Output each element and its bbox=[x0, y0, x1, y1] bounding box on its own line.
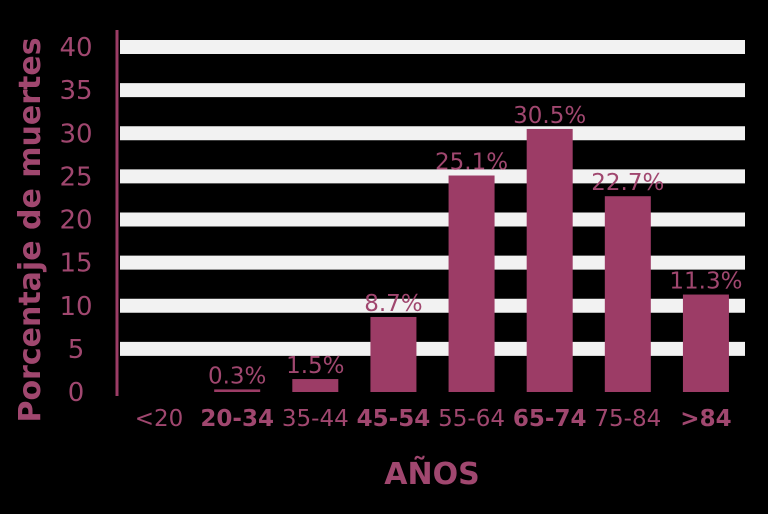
x-tick-label-1: 20-34 bbox=[200, 406, 274, 432]
grid-line-25 bbox=[120, 169, 745, 184]
grid-lines bbox=[120, 40, 745, 356]
data-label-6: 22.7% bbox=[591, 170, 664, 196]
y-tick-label: 0 bbox=[68, 378, 85, 408]
x-axis-title: AÑOS bbox=[384, 455, 479, 492]
y-axis-ticks: 0 5 10 15 20 25 30 35 40 bbox=[59, 33, 92, 408]
grid-line-5 bbox=[120, 341, 745, 356]
y-tick-label: 20 bbox=[59, 206, 92, 236]
bar-4 bbox=[448, 175, 495, 392]
grid-line-20 bbox=[120, 212, 745, 227]
x-tick-label-7: >84 bbox=[680, 406, 731, 432]
data-label-7: 11.3% bbox=[669, 269, 742, 295]
grid-line-10 bbox=[120, 298, 745, 313]
x-tick-label-5: 65-74 bbox=[513, 406, 587, 432]
x-tick-label-6: 75-84 bbox=[594, 406, 661, 432]
grid-line-30 bbox=[120, 126, 745, 141]
x-tick-label-0: <20 bbox=[135, 406, 184, 432]
data-label-1: 0.3% bbox=[208, 363, 266, 389]
grid-line-35 bbox=[120, 83, 745, 98]
y-tick-label: 10 bbox=[59, 292, 92, 322]
y-tick-label: 30 bbox=[59, 119, 92, 149]
bar-2 bbox=[292, 379, 339, 392]
data-label-2: 1.5% bbox=[286, 353, 344, 379]
x-tick-label-4: 55-64 bbox=[438, 406, 505, 432]
x-tick-label-3: 45-54 bbox=[357, 406, 431, 432]
y-tick-label: 40 bbox=[59, 33, 92, 63]
y-tick-label: 25 bbox=[59, 162, 92, 192]
grid-line-40 bbox=[120, 40, 745, 54]
x-tick-label-2: 35-44 bbox=[282, 406, 349, 432]
grid-line-15 bbox=[120, 255, 745, 270]
bars bbox=[214, 128, 729, 392]
x-axis-categories: <20 20-34 35-44 45-54 55-64 65-74 75-84 >84 bbox=[135, 406, 732, 432]
data-label-3: 8.7% bbox=[364, 291, 422, 317]
data-label-5: 30.5% bbox=[513, 103, 586, 129]
data-labels: 0.3% 1.5% 8.7% 25.1%30.5% 22.7% 11.3% bbox=[208, 103, 743, 389]
y-tick-label: 15 bbox=[59, 249, 92, 279]
y-axis-title: Porcentaje de muertes bbox=[13, 37, 48, 422]
bar-1 bbox=[214, 389, 261, 392]
bar-6 bbox=[604, 196, 651, 392]
bar-7 bbox=[682, 294, 729, 392]
data-label-4: 25.1% bbox=[435, 150, 508, 176]
bar-5 bbox=[526, 128, 573, 392]
y-tick-label: 35 bbox=[59, 76, 92, 106]
bar-3 bbox=[370, 316, 417, 392]
y-tick-label: 5 bbox=[68, 335, 85, 365]
